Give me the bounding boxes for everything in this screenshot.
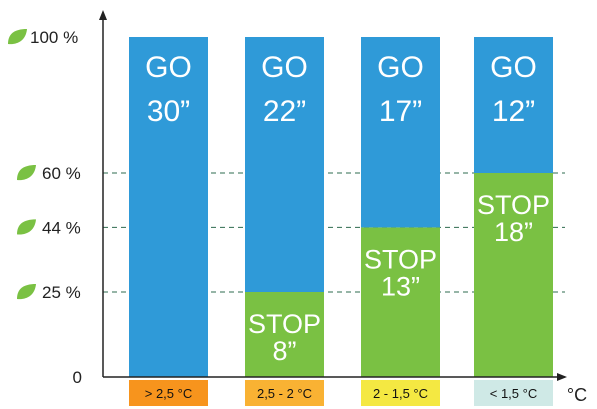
y-tick-label: 0 (73, 368, 82, 387)
bar-label: STOP 18” (477, 190, 550, 247)
bar-go (245, 37, 324, 292)
bar-go (361, 37, 440, 228)
bar-label: STOP 13” (364, 244, 437, 301)
category-label: > 2,5 °C (145, 386, 192, 401)
bar-go (129, 37, 208, 377)
category-box (245, 380, 324, 406)
category-label: 2 - 1,5 °C (373, 386, 428, 401)
bar-label: GO 12” (490, 51, 537, 128)
leaf-icon (8, 29, 27, 45)
bars: GO 30” STOP 8” GO 22” STOP 13” GO 17” STOP 18” GO 12” (129, 37, 553, 377)
y-tick-label: 100 % (30, 28, 78, 47)
y-tick-labels: 0 25 % 44 % 60 % 100 % (8, 28, 82, 387)
y-tick-label: 25 % (42, 283, 81, 302)
x-axis-arrow (557, 373, 567, 381)
category-box (361, 380, 440, 406)
x-unit-label: °C (567, 385, 587, 405)
y-tick-label: 60 % (42, 164, 81, 183)
bar-go (474, 37, 553, 173)
axes (99, 10, 567, 381)
bar-label: GO 22” (261, 51, 308, 128)
leaf-icon (17, 284, 36, 300)
bar-label: GO 30” (145, 51, 192, 128)
x-category-labels: > 2,5 °C 2,5 - 2 °C 2 - 1,5 °C < 1,5 °C (129, 380, 553, 406)
bar-stop (361, 227, 440, 377)
category-label: 2,5 - 2 °C (257, 386, 312, 401)
category-label: < 1,5 °C (490, 386, 537, 401)
bar-stop (474, 173, 553, 377)
category-box (474, 380, 553, 406)
leaf-icon (17, 219, 36, 235)
y-axis-arrow (99, 10, 107, 20)
bar-stop (245, 292, 324, 377)
category-box (129, 380, 208, 406)
bar-label: GO 17” (377, 51, 424, 128)
y-tick-label: 44 % (42, 218, 81, 237)
leaf-icon (17, 165, 36, 181)
bar-label: STOP 8” (248, 309, 321, 366)
